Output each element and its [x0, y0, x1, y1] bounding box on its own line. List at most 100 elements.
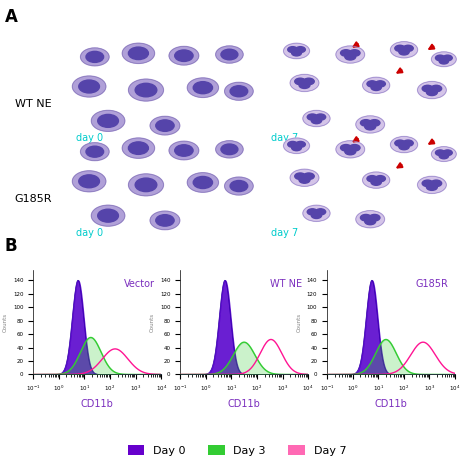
Circle shape: [225, 82, 253, 100]
Circle shape: [439, 58, 448, 64]
Circle shape: [122, 43, 155, 64]
Circle shape: [391, 137, 418, 153]
Circle shape: [403, 45, 413, 51]
Text: day 7: day 7: [271, 133, 298, 143]
Circle shape: [345, 54, 356, 60]
Circle shape: [230, 86, 248, 97]
Circle shape: [221, 49, 238, 60]
Circle shape: [418, 176, 446, 193]
Circle shape: [86, 146, 104, 157]
Circle shape: [369, 214, 380, 221]
Circle shape: [79, 175, 100, 188]
Circle shape: [150, 116, 180, 135]
X-axis label: CD11b: CD11b: [228, 399, 261, 409]
Circle shape: [360, 119, 371, 126]
Text: day 0: day 0: [76, 133, 103, 143]
Circle shape: [193, 176, 212, 189]
Circle shape: [307, 114, 318, 120]
Circle shape: [363, 172, 390, 188]
Circle shape: [73, 76, 106, 97]
Circle shape: [375, 81, 385, 87]
Circle shape: [128, 47, 148, 60]
Circle shape: [230, 181, 248, 191]
Circle shape: [439, 153, 448, 159]
Circle shape: [340, 50, 351, 56]
Circle shape: [169, 46, 199, 65]
Y-axis label: Counts: Counts: [2, 313, 8, 332]
Circle shape: [91, 110, 125, 131]
Legend: Day 0, Day 3, Day 7: Day 0, Day 3, Day 7: [123, 440, 351, 460]
Text: B: B: [5, 237, 18, 255]
Circle shape: [292, 50, 301, 56]
Circle shape: [431, 180, 442, 187]
Circle shape: [295, 46, 305, 53]
Circle shape: [135, 178, 157, 191]
Circle shape: [422, 85, 433, 92]
Circle shape: [399, 49, 409, 55]
X-axis label: CD11b: CD11b: [374, 399, 408, 409]
Circle shape: [418, 82, 446, 99]
Circle shape: [349, 50, 360, 56]
Circle shape: [122, 138, 155, 158]
Circle shape: [303, 205, 330, 221]
Circle shape: [156, 215, 174, 226]
Circle shape: [303, 110, 330, 127]
Circle shape: [365, 218, 375, 225]
Circle shape: [431, 147, 456, 161]
Circle shape: [363, 77, 390, 93]
Circle shape: [81, 48, 109, 66]
Circle shape: [349, 145, 360, 151]
Text: G185R: G185R: [14, 194, 52, 204]
Circle shape: [135, 83, 157, 97]
Text: Vector: Vector: [124, 279, 155, 289]
Circle shape: [427, 184, 438, 191]
Circle shape: [431, 52, 456, 66]
Circle shape: [391, 42, 418, 58]
Circle shape: [422, 180, 433, 187]
Circle shape: [292, 145, 301, 151]
Circle shape: [216, 46, 243, 63]
Circle shape: [295, 78, 306, 85]
Circle shape: [221, 144, 238, 155]
Circle shape: [371, 179, 381, 185]
Circle shape: [356, 116, 384, 133]
Y-axis label: Counts: Counts: [296, 313, 301, 332]
Text: WT NE: WT NE: [15, 99, 52, 109]
Circle shape: [345, 148, 356, 155]
Circle shape: [169, 141, 199, 160]
Circle shape: [369, 119, 380, 126]
Circle shape: [367, 175, 377, 182]
Circle shape: [187, 78, 219, 97]
Circle shape: [187, 173, 219, 192]
Circle shape: [299, 82, 310, 89]
Circle shape: [336, 46, 365, 63]
Circle shape: [315, 114, 326, 120]
Circle shape: [403, 140, 413, 146]
Text: A: A: [5, 8, 18, 26]
Circle shape: [395, 140, 405, 146]
Circle shape: [367, 81, 377, 87]
Text: WT NE: WT NE: [270, 279, 301, 289]
Circle shape: [128, 79, 164, 101]
Circle shape: [283, 43, 310, 59]
X-axis label: CD11b: CD11b: [81, 399, 114, 409]
Circle shape: [225, 177, 253, 195]
Circle shape: [128, 174, 164, 196]
Circle shape: [216, 141, 243, 158]
Circle shape: [371, 84, 381, 91]
Circle shape: [431, 85, 442, 92]
Circle shape: [79, 80, 100, 93]
Circle shape: [315, 209, 326, 215]
Circle shape: [98, 209, 118, 222]
Circle shape: [395, 45, 405, 51]
Circle shape: [443, 55, 452, 61]
Circle shape: [303, 173, 314, 180]
Circle shape: [128, 142, 148, 155]
Circle shape: [311, 212, 321, 219]
Circle shape: [290, 74, 319, 91]
Circle shape: [81, 143, 109, 161]
Circle shape: [86, 51, 104, 63]
Circle shape: [290, 169, 319, 186]
Y-axis label: Counts: Counts: [149, 313, 155, 332]
Circle shape: [365, 123, 375, 130]
